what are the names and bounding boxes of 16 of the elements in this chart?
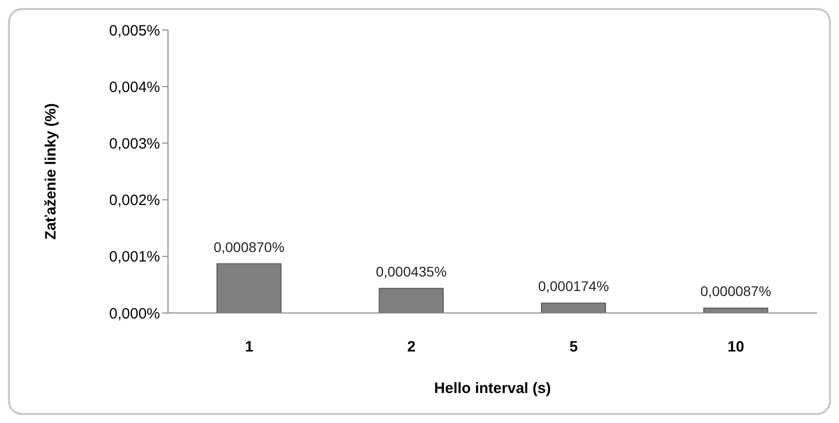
y-axis-title: Zaťaženie linky (%)	[42, 103, 60, 240]
y-tick-label: 0,001%	[109, 248, 160, 266]
y-tick-label: 0,005%	[109, 22, 160, 40]
y-tick-label: 0,004%	[109, 78, 160, 96]
y-tick-label: 0,003%	[109, 136, 160, 153]
data-label: 0,000174%	[538, 278, 609, 294]
x-tick-label: 5	[569, 338, 578, 356]
x-axis-title: Hello interval (s)	[434, 380, 551, 397]
y-tick-label: 0,000%	[109, 305, 160, 322]
data-label: 0,000435%	[376, 263, 447, 280]
x-tick-label: 10	[728, 338, 744, 356]
x-tick-label: 1	[244, 338, 254, 356]
y-tick-label: 0,002%	[109, 192, 160, 210]
data-label: 0,000870%	[214, 238, 284, 255]
x-tick-label: 2	[407, 338, 416, 356]
data-label: 0,000087%	[700, 283, 772, 300]
